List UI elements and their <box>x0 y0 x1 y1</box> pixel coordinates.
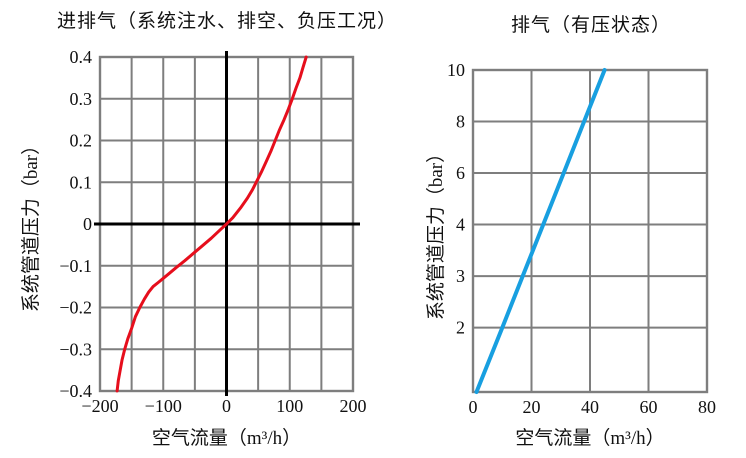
series-line <box>115 55 308 393</box>
x-tick-label: 200 <box>340 396 367 416</box>
y-axis-title: 系统管道压力（bar） <box>426 143 447 321</box>
chart-title: 进排气（系统注水、排空、负压工况） <box>56 11 397 32</box>
y-tick-label: 8 <box>456 112 465 132</box>
x-tick-label: 0 <box>469 397 478 417</box>
y-tick-label: −0.2 <box>59 298 92 318</box>
y-tick-label: 0.3 <box>70 89 93 109</box>
x-tick-label: 80 <box>698 397 716 417</box>
y-tick-label: 0.4 <box>70 47 93 67</box>
x-tick-label: 100 <box>276 396 303 416</box>
x-tick-label: 40 <box>581 397 599 417</box>
x-tick-label: 60 <box>640 397 658 417</box>
y-tick-label: 3 <box>456 266 465 286</box>
y-tick-label: 10 <box>447 60 465 80</box>
y-tick-label: −0.4 <box>59 381 92 401</box>
y-tick-label: 0.2 <box>70 131 93 151</box>
y-tick-label: 0 <box>83 214 92 234</box>
plot-frame <box>471 68 709 394</box>
y-tick-label: 4 <box>456 215 465 235</box>
x-axis-title: 空气流量（m³/h） <box>151 428 302 449</box>
y-tick-label: −0.3 <box>59 339 92 359</box>
y-axis-title: 系统管道压力（bar） <box>21 135 42 313</box>
plot-area: 0 20 40 60 80 10 8 6 4 3 2 <box>447 60 716 417</box>
plot-area: −200 −100 0 100 200 0.4 0.3 0.2 0.1 0 −0.1 −0.2 −0.3… <box>59 47 366 416</box>
x-tick-label: −100 <box>145 396 182 416</box>
y-tick-label: 0.1 <box>70 172 93 192</box>
y-tick-label: −0.1 <box>59 256 92 276</box>
series-line <box>474 68 607 394</box>
x-axis-title: 空气流量（m³/h） <box>515 428 665 449</box>
x-tick-label: 20 <box>523 397 541 417</box>
chart-title: 排气（有压状态） <box>510 15 671 36</box>
y-tick-label: 2 <box>456 318 465 338</box>
x-tick-label: −200 <box>81 396 118 416</box>
x-tick-label: 0 <box>222 396 231 416</box>
y-tick-label: 6 <box>456 163 465 183</box>
